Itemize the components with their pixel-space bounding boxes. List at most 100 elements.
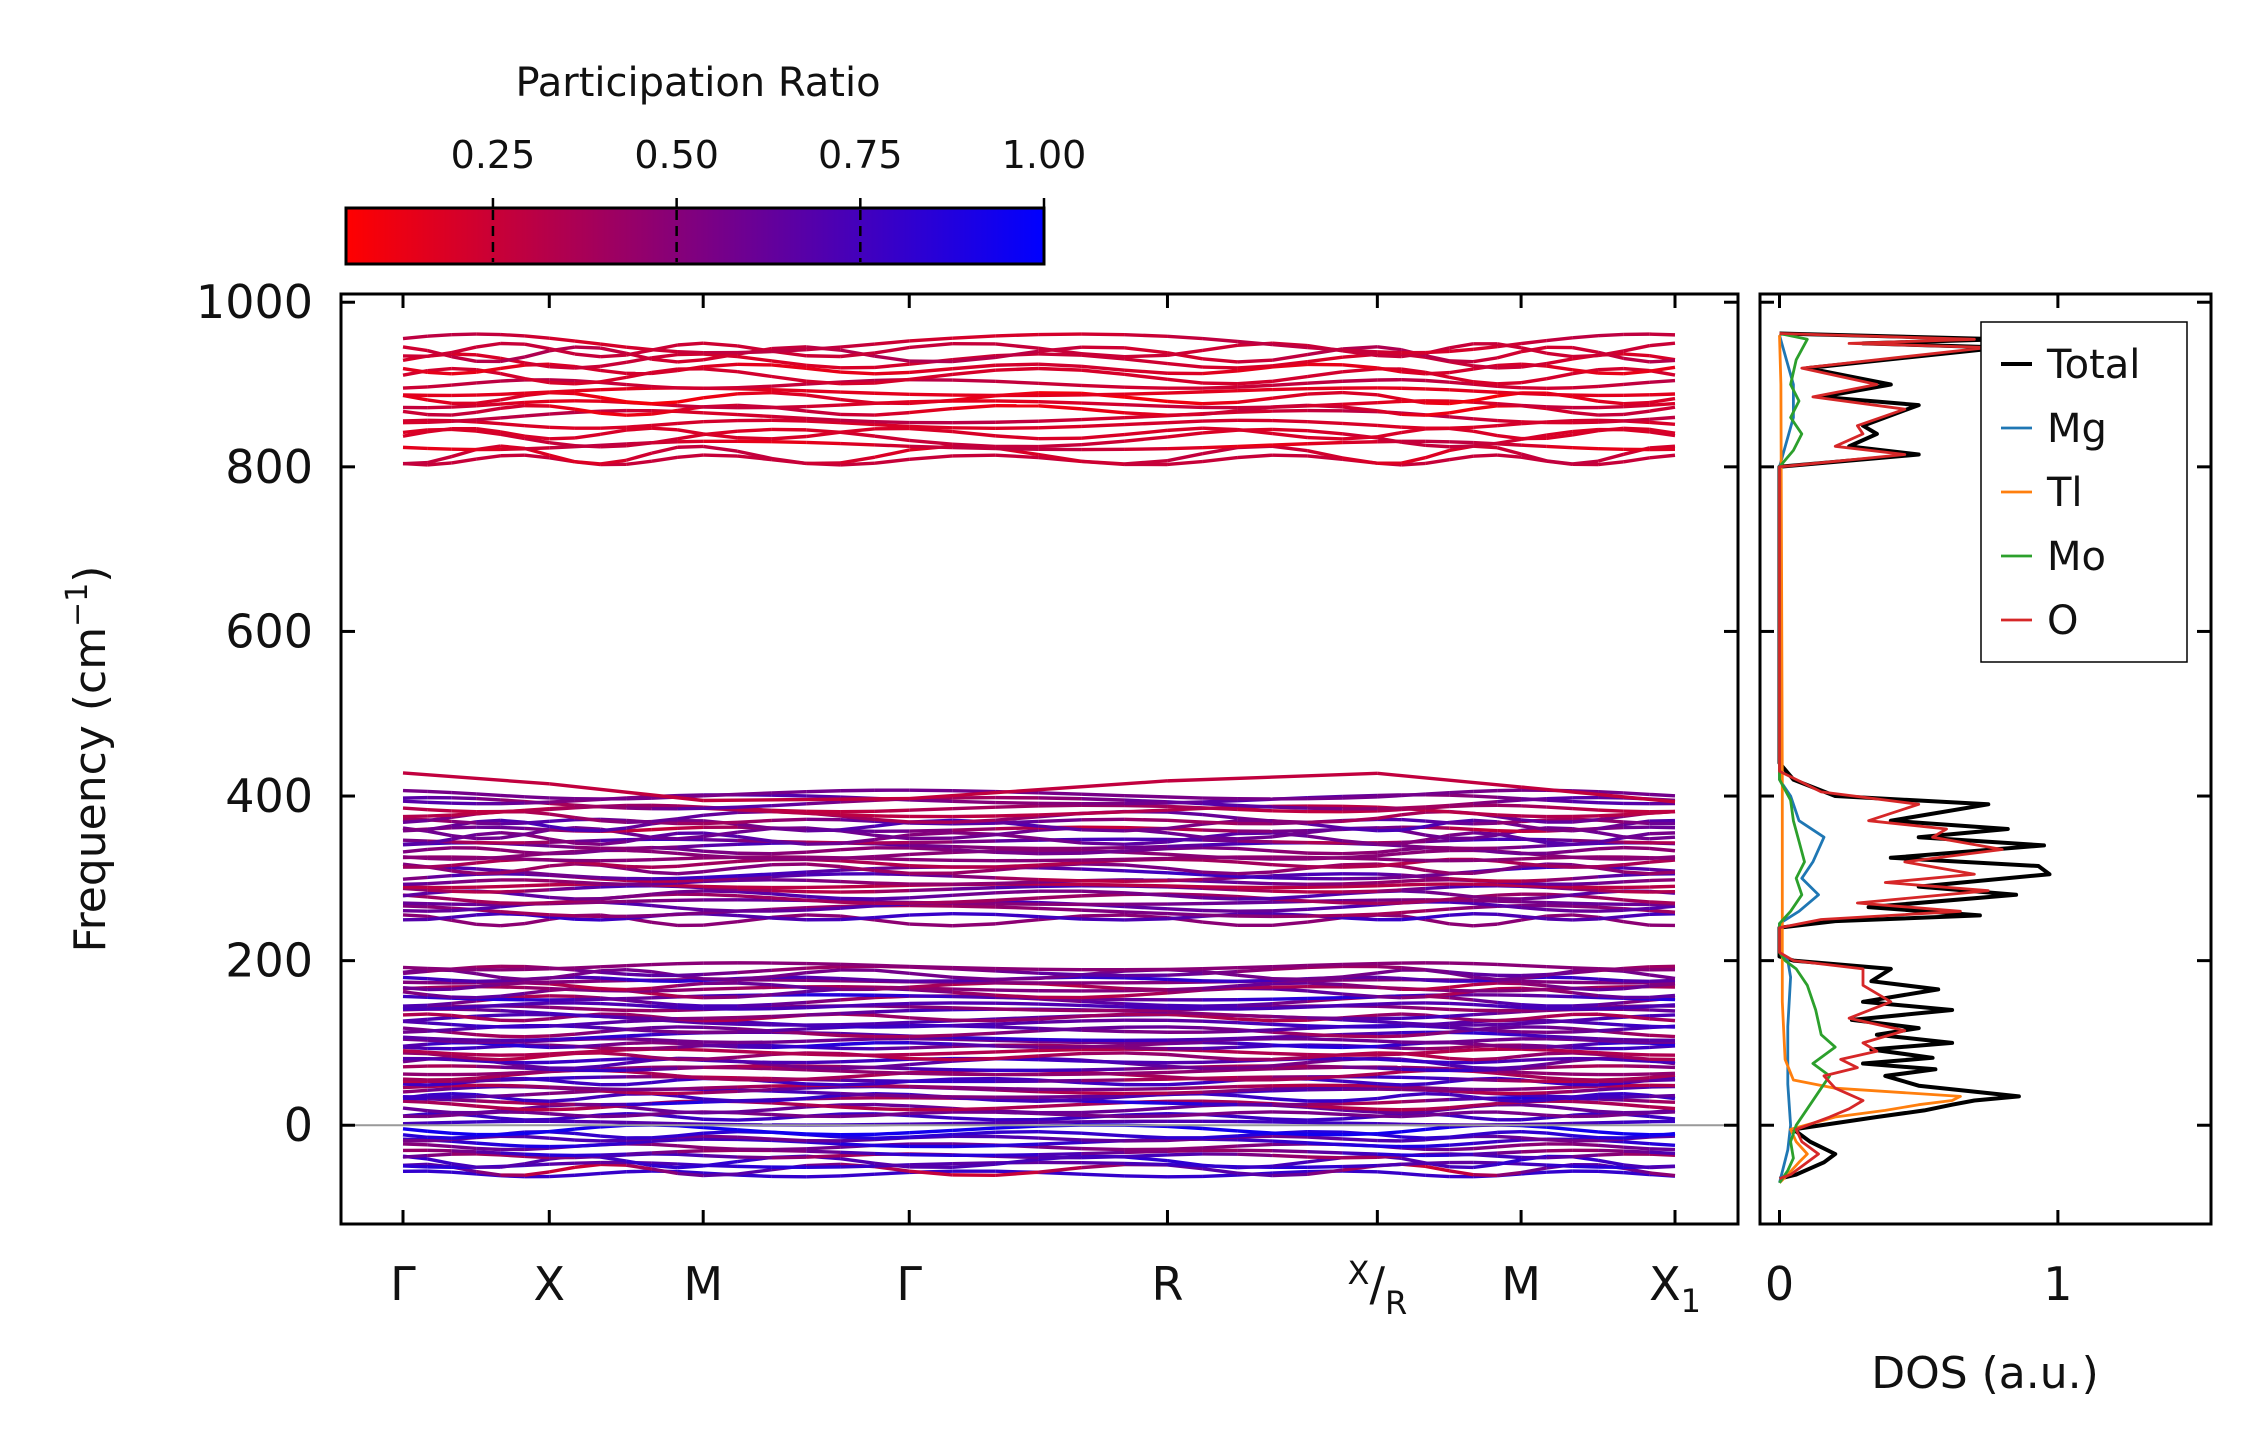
band-line-segment bbox=[1377, 1170, 1402, 1176]
band-line-segment bbox=[840, 342, 876, 349]
band-line-segment bbox=[1401, 805, 1426, 810]
band-line-segment bbox=[1081, 459, 1125, 466]
band-line-segment bbox=[1202, 966, 1238, 971]
band-line-segment bbox=[451, 1026, 477, 1032]
band-line-segment bbox=[626, 1015, 652, 1021]
band-line-segment bbox=[1307, 796, 1343, 801]
band-line-segment bbox=[737, 436, 772, 441]
band-line-segment bbox=[1342, 881, 1378, 886]
band-line-segment bbox=[1546, 964, 1573, 970]
band-line-segment bbox=[840, 1137, 875, 1143]
band-line-segment bbox=[1202, 920, 1238, 927]
band-line-segment bbox=[1081, 1078, 1125, 1083]
band-line-segment bbox=[1401, 1092, 1426, 1098]
band-line-segment bbox=[476, 912, 501, 917]
band-line-segment bbox=[574, 1143, 601, 1148]
band-line-segment bbox=[1377, 1030, 1402, 1036]
band-line-segment bbox=[1202, 1126, 1238, 1133]
band-line-segment bbox=[840, 904, 876, 910]
band-line-segment bbox=[626, 977, 652, 983]
band-line-segment bbox=[806, 1031, 841, 1038]
band-line-segment bbox=[1124, 801, 1168, 806]
band-line-segment bbox=[995, 848, 1039, 853]
band-line-segment bbox=[1237, 358, 1273, 364]
band-line-segment bbox=[402, 385, 428, 390]
band-line-segment bbox=[451, 410, 477, 417]
band-line-segment bbox=[1497, 803, 1522, 808]
band-line-segment bbox=[524, 1091, 550, 1097]
band-line-segment bbox=[574, 443, 601, 449]
band-line-segment bbox=[1473, 901, 1498, 907]
band-line-segment bbox=[1649, 855, 1676, 861]
band-line-segment bbox=[1597, 419, 1624, 424]
band-line-segment bbox=[737, 968, 772, 975]
band-line-segment bbox=[626, 345, 653, 352]
band-line-segment bbox=[1167, 907, 1203, 913]
band-line-segment bbox=[549, 895, 576, 901]
band-line-segment bbox=[475, 1016, 501, 1022]
band-line-segment bbox=[1473, 389, 1498, 394]
band-line-segment bbox=[427, 366, 452, 373]
band-line-segment bbox=[500, 447, 525, 452]
band-line-segment bbox=[677, 419, 704, 426]
band-line-segment bbox=[677, 1149, 704, 1154]
band-line-segment bbox=[1237, 803, 1273, 809]
band-line-segment bbox=[574, 380, 601, 386]
band-line-segment bbox=[806, 898, 841, 904]
band-line-segment bbox=[1237, 846, 1273, 853]
band-x-tick-label: X bbox=[534, 1257, 566, 1311]
band-line-segment bbox=[806, 416, 841, 422]
band-line-segment bbox=[771, 345, 807, 351]
band-line-segment bbox=[1081, 1025, 1125, 1031]
band-line-segment bbox=[1377, 1110, 1402, 1115]
band-line-segment bbox=[574, 841, 601, 846]
band-line-segment bbox=[1497, 1021, 1522, 1027]
band-line-segment bbox=[1497, 845, 1522, 850]
band-line-segment bbox=[427, 863, 452, 869]
band-line-segment bbox=[1202, 369, 1238, 376]
band-line-segment bbox=[1597, 1012, 1624, 1018]
band-line-segment bbox=[1307, 962, 1343, 968]
band-line-segment bbox=[549, 1032, 576, 1038]
band-line-segment bbox=[1649, 884, 1676, 889]
band-line-segment bbox=[1081, 867, 1125, 873]
band-line-segment bbox=[1272, 1051, 1308, 1057]
band-line-segment bbox=[1202, 381, 1238, 386]
band-line-segment bbox=[1401, 1065, 1426, 1070]
band-line-segment bbox=[1081, 1059, 1125, 1064]
band-line-segment bbox=[1597, 1112, 1624, 1118]
band-line-segment bbox=[1546, 1085, 1573, 1090]
band-line-segment bbox=[1424, 448, 1450, 460]
band-line-segment bbox=[1272, 1169, 1308, 1175]
band-line-segment bbox=[995, 1109, 1039, 1115]
band-line-segment bbox=[1497, 986, 1522, 991]
band-line-segment bbox=[840, 884, 875, 889]
band-line-segment bbox=[1597, 405, 1624, 410]
band-line-segment bbox=[1167, 877, 1203, 883]
band-line-segment bbox=[427, 1021, 452, 1027]
band-line-segment bbox=[1449, 884, 1474, 889]
band-line-segment bbox=[703, 1089, 738, 1095]
band-line-segment bbox=[771, 826, 807, 833]
band-line-segment bbox=[677, 978, 704, 983]
band-line-segment bbox=[476, 836, 501, 841]
band-line-segment bbox=[1597, 1038, 1624, 1044]
band-line-segment bbox=[1307, 386, 1343, 391]
band-line-segment bbox=[874, 817, 910, 824]
band-line-segment bbox=[1649, 444, 1676, 450]
colorbar-tick-label: 0.25 bbox=[451, 133, 536, 177]
band-line-segment bbox=[1449, 1092, 1474, 1099]
band-line-segment bbox=[677, 1065, 704, 1071]
band-line-segment bbox=[1124, 391, 1168, 396]
band-line-segment bbox=[475, 366, 501, 374]
band-line-segment bbox=[1425, 968, 1450, 974]
band-line-segment bbox=[1377, 1039, 1402, 1044]
band-line-segment bbox=[771, 418, 807, 423]
band-line-segment bbox=[806, 1060, 841, 1065]
band-line-segment bbox=[1425, 1091, 1450, 1097]
band-line-segment bbox=[1649, 900, 1676, 905]
band-line-segment bbox=[500, 363, 526, 371]
band-line-segment bbox=[1202, 984, 1238, 991]
band-line-segment bbox=[1425, 1001, 1450, 1006]
band-line-segment bbox=[1623, 1004, 1650, 1010]
